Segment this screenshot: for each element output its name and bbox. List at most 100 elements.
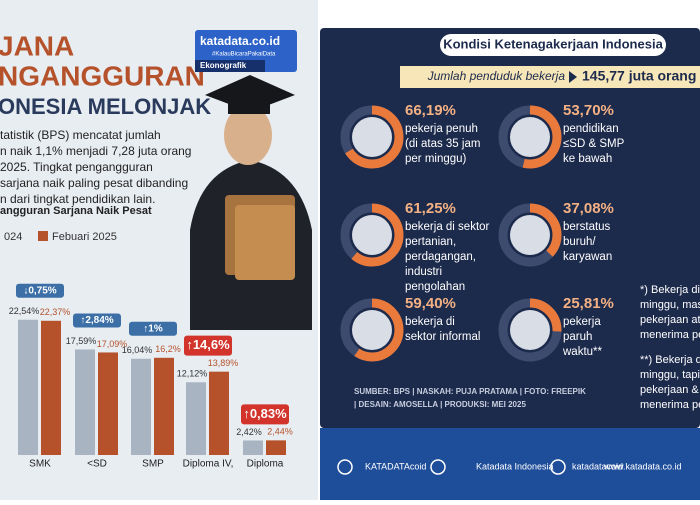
value-label: 22,54% [9,306,40,316]
stat-text: waktu** [562,346,603,358]
bar [154,357,174,455]
note-line: **) Bekerja di [640,354,700,366]
bar [209,371,229,455]
stat-text: paruh [563,331,592,343]
bar [41,320,61,455]
bar [186,382,206,455]
stat-text: buruh/ [563,236,596,248]
chart-title: angguran Sarjana Naik Pesat [0,205,152,217]
stat-text: sektor informal [405,331,480,343]
stat-value: 66,19% [405,102,456,119]
stat-text: ke bawah [563,153,612,165]
stat-text: perdagangan, [405,251,476,263]
stat-value: 53,70% [563,102,614,119]
change-label: ↓0,75% [23,285,56,296]
bar [75,349,95,455]
intro-line: n naik 1,1% menjadi 7,28 juta orang [0,144,191,158]
headline: JANA [0,30,74,61]
stat-text: bekerja di sektor [405,221,490,233]
note-line: pekerjaan & t [640,384,700,396]
badge-box [195,60,265,72]
banner-value: 145,77 juta orang [582,68,696,84]
credit-line: | DESAIN: AMOSELLA | PRODUKSI: MEI 2025 [354,400,526,409]
stat-value: 61,25% [405,200,456,217]
value-label: 22,37% [40,307,71,317]
change-label: ↑0,83% [243,406,287,421]
legend-label: 024 [4,231,22,243]
title-pill [440,34,666,56]
stat-text: berstatus [563,221,611,233]
change-badge [129,321,177,336]
headline: ONESIA MELONJAK [0,94,211,119]
tagline: #KalauBicaraPakaiData [212,52,276,58]
bar [243,440,263,455]
legend-swatch [38,231,48,241]
headline: NGANGGURAN [0,60,205,91]
category-label: Diploma IV, [183,459,234,470]
legend-label: Febuari 2025 [52,231,117,243]
social-icon [337,459,353,475]
footer-text: www.katadata.co.id [603,461,682,471]
category-label: SMP [142,459,164,470]
bar [18,319,38,455]
value-label: 2,42% [236,427,262,437]
banner-label: Jumlah penduduk bekerja [427,69,566,83]
intro-line: sarjana naik paling pesat dibanding [0,176,188,190]
value-label: 16,2% [155,344,181,354]
value-label: 2,44% [267,427,293,437]
stat-text: pekerja [563,316,601,328]
footer-text: KATADATAcoid [365,461,426,471]
stat-text: (di atas 35 jam [405,138,480,150]
stat-text: industri [405,266,442,278]
social-icon [430,459,446,475]
change-badge [73,313,121,328]
donut-arc [340,105,404,169]
stat-value: 59,40% [405,295,456,312]
right-panel: Kondisi Ketenagakerjaan Indonesia Jumlah … [337,34,700,475]
value-label: 12,12% [177,369,208,379]
donut-arc [340,298,404,362]
donut-center [510,215,550,255]
bar [131,358,151,455]
change-label: ↑2,84% [80,315,113,326]
note-line: *) Bekerja di [640,284,700,296]
donut-arc [498,105,562,169]
stat-value: 37,08% [563,200,614,217]
banner [400,66,700,88]
intro-line: n dari tingkat pendidikan lain. [0,192,155,206]
value-label: 17,09% [97,339,128,349]
stat-text: pendidikan [563,123,619,135]
footer-text: katadatacoid [572,461,623,471]
donut-center [352,117,392,157]
donut-arc [498,203,562,267]
note-line: pekerjaan at [640,314,700,326]
donut-arc [340,203,404,267]
logo: katadata.co.id [200,34,280,48]
donut-arc [498,298,562,362]
change-badge [241,404,289,425]
stat-text: per minggu) [405,153,467,165]
category-label: <SD [87,459,107,470]
note-line: menerima pe [640,329,700,341]
stat-value: 25,81% [563,295,614,312]
change-badge [16,283,64,298]
stat-text: ≤SD & SMP [563,138,625,150]
donut-center [510,117,550,157]
donut-center [352,310,392,350]
right-background [320,28,700,428]
change-label: ↑14,6% [186,337,230,352]
value-label: 13,89% [208,358,239,368]
bar [98,352,118,455]
value-label: 16,04% [122,345,153,355]
intro-line: tatistik (BPS) mencatat jumlah [0,128,161,142]
credit-line: SUMBER: BPS | NASKAH: PUJA PRATAMA | FOT… [354,387,586,396]
stat-text: karyawan [563,251,612,263]
footer-text: Katadata Indonesia [476,461,554,471]
change-label: ↑1% [143,323,163,334]
category-label: Diploma [247,459,284,470]
note-line: minggu, tapi [640,369,700,381]
badge: Ekonografik [200,61,247,70]
bar [266,440,286,455]
banner-arrow [569,71,577,83]
